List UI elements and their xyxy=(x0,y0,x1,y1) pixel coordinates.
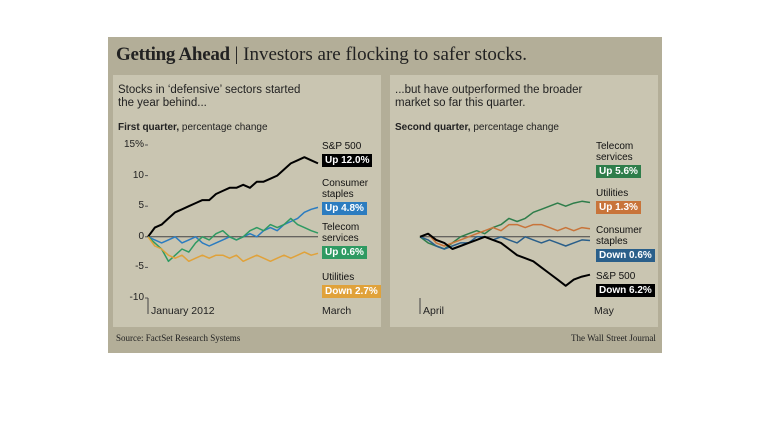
legend-name: S&P 500 xyxy=(596,271,636,282)
end-label: Up 12.0% xyxy=(322,154,373,167)
legend-name: Utilities xyxy=(596,188,629,199)
source: Source: FactSet Research Systems xyxy=(116,333,241,343)
axis-unit: percentage change xyxy=(181,122,268,133)
x-label: March xyxy=(322,305,352,317)
y-tick-label: -10 xyxy=(129,292,144,303)
legend-name: Telecom services xyxy=(322,222,360,244)
series-line xyxy=(419,236,591,250)
series-line xyxy=(147,217,319,263)
end-label: Down 0.6% xyxy=(596,249,655,262)
end-label: Down 6.2% xyxy=(596,284,655,297)
x-label: May xyxy=(594,305,614,317)
title-bold: Getting Ahead xyxy=(116,44,230,65)
end-label: Up 5.6% xyxy=(596,165,641,178)
series-line xyxy=(419,232,591,287)
x-label: January 2012 xyxy=(151,305,215,317)
series-line xyxy=(147,236,319,263)
series-line xyxy=(419,200,591,250)
y-tick-label: 10 xyxy=(132,169,144,181)
legend-name: Consumer staples xyxy=(322,178,369,200)
end-label: Up 1.3% xyxy=(596,201,641,214)
axis-title: Second quarter, percentage change xyxy=(395,122,559,133)
title-text: | Investors are flocking to safer stocks… xyxy=(234,44,527,65)
legend-name: Consumer staples xyxy=(596,225,643,247)
y-tick-label: 5 xyxy=(138,200,144,212)
legend-name: S&P 500 xyxy=(322,141,362,152)
y-tick-label: 0 xyxy=(138,230,144,242)
end-label: Down 2.7% xyxy=(322,285,381,298)
axis-title: First quarter, percentage change xyxy=(118,122,268,133)
axis-title-bold: First quarter, xyxy=(118,122,180,133)
subtitle: Stocks in ‘defensive’ sectors started th… xyxy=(118,84,301,109)
legend-name: Telecom services xyxy=(596,141,634,163)
axis-unit: percentage change xyxy=(473,122,559,133)
title: Getting Ahead | Investors are flocking t… xyxy=(116,44,527,66)
end-label: Up 4.8% xyxy=(322,202,367,215)
x-label: April xyxy=(423,305,445,317)
axis-title-bold: Second quarter, xyxy=(395,122,471,133)
y-tick-label: -5 xyxy=(135,261,144,273)
end-label: Up 0.6% xyxy=(322,246,367,259)
y-tick-label: 15% xyxy=(123,139,144,150)
credit: The Wall Street Journal xyxy=(571,333,656,343)
subtitle: ...but have outperformed the broader mar… xyxy=(395,84,583,109)
series-line xyxy=(147,156,319,238)
legend-name: Utilities xyxy=(322,272,355,283)
series-line xyxy=(419,223,591,247)
